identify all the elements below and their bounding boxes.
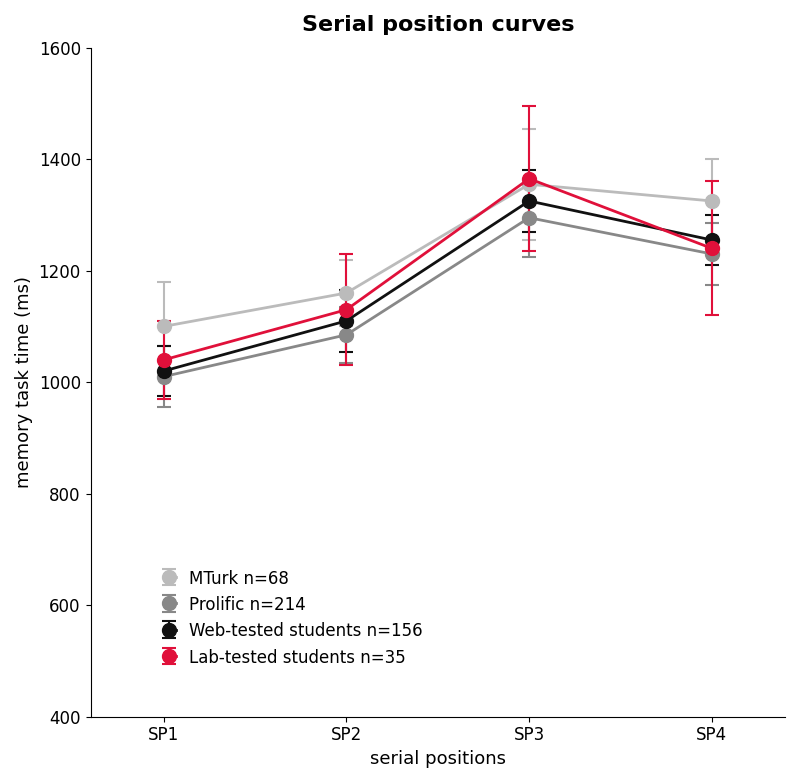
Title: Serial position curves: Serial position curves xyxy=(302,15,574,35)
Legend: MTurk n=68, Prolific n=214, Web-tested students n=156, Lab-tested students n=35: MTurk n=68, Prolific n=214, Web-tested s… xyxy=(154,561,431,675)
X-axis label: serial positions: serial positions xyxy=(370,750,506,768)
Y-axis label: memory task time (ms): memory task time (ms) xyxy=(15,276,33,488)
